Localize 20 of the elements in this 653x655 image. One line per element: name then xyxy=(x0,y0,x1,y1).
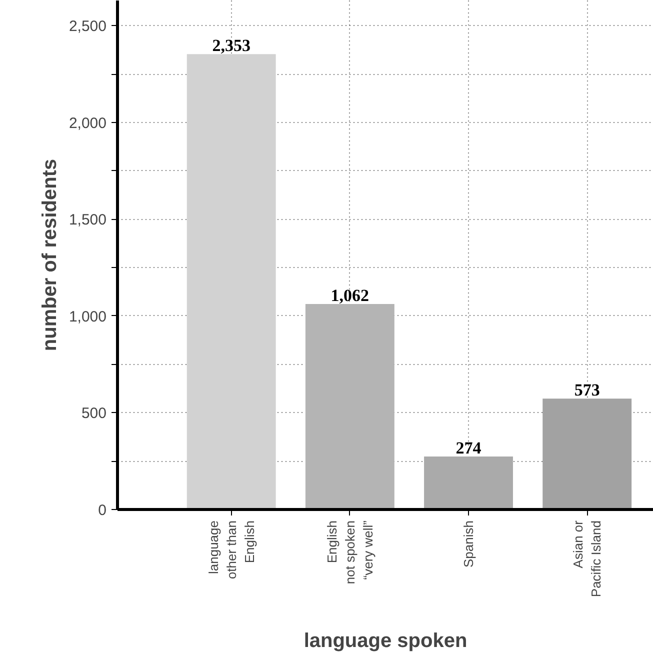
y-tick-label: 0 xyxy=(98,502,106,519)
x-tick-label: Asian or Pacific Island xyxy=(570,520,604,598)
x-tick-label: language other than English xyxy=(206,520,257,580)
data-label: 1,062 xyxy=(330,286,370,305)
y-tick-label: 1,000 xyxy=(68,308,107,326)
data-label: 274 xyxy=(456,438,482,458)
y-tick-label: 1,500 xyxy=(68,212,107,229)
y-tick-label: 2,000 xyxy=(68,114,107,132)
bar xyxy=(542,398,632,510)
data-label: 573 xyxy=(574,380,600,400)
x-tick-label: Spanish xyxy=(461,520,476,568)
y-axis-title: number of residents xyxy=(38,158,61,352)
y-tick-label: 500 xyxy=(81,405,107,422)
bar xyxy=(186,54,276,510)
bar xyxy=(305,304,394,510)
bar xyxy=(424,456,513,510)
y-tick-label: 2,500 xyxy=(68,18,107,36)
x-tick-label: English not spoken “very well” xyxy=(324,520,376,584)
data-label: 2,353 xyxy=(212,36,250,56)
x-axis-title: language spoken xyxy=(304,630,468,652)
